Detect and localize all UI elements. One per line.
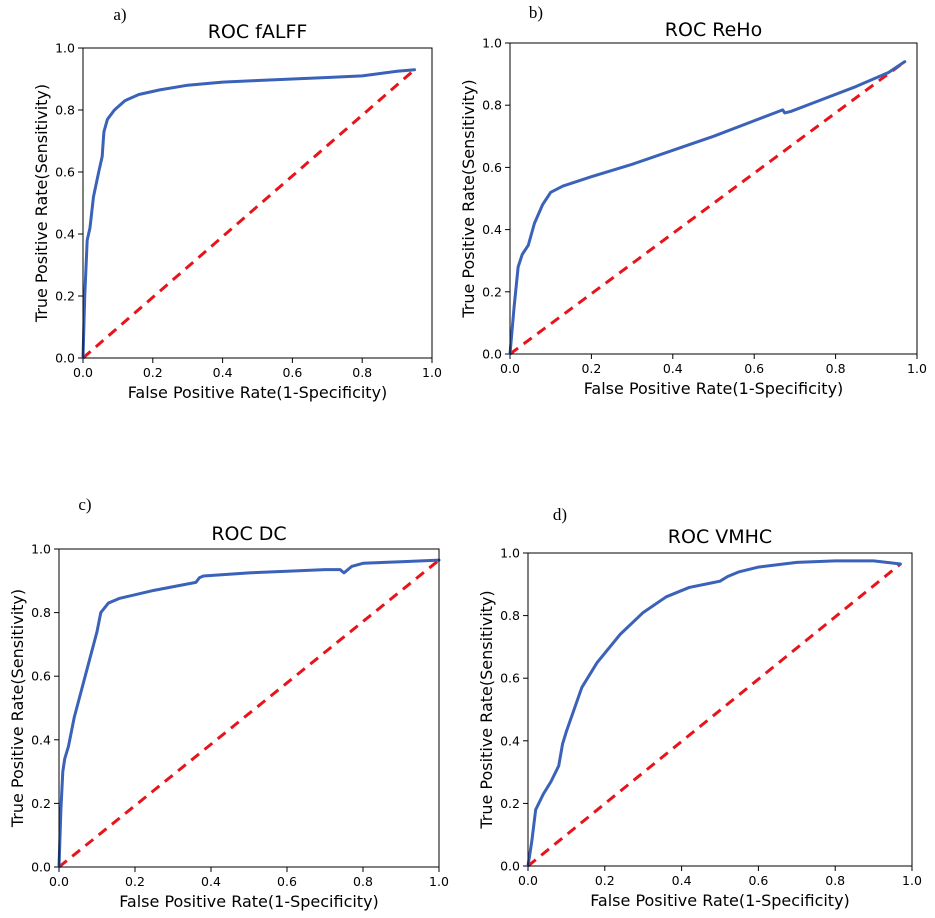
roc-curve-line (81, 68, 417, 360)
y-tick-label: 0.0 (55, 351, 75, 366)
plot-frame (82, 47, 433, 359)
chance-diagonal-line (509, 60, 906, 356)
y-tick-label: 0.4 (31, 732, 51, 747)
x-tick-label: 0.8 (825, 873, 845, 888)
y-axis-label: True Positive Rate(Sensitivity) (459, 79, 478, 318)
roc-curve-line (508, 60, 907, 356)
x-tick-label: 0.8 (353, 874, 373, 889)
x-tick-label: 1.0 (902, 873, 922, 888)
y-tick-label: 0.4 (55, 227, 75, 242)
y-axis-label: True Positive Rate(Sensitivity) (477, 590, 496, 829)
y-tick-label: 0.6 (55, 165, 75, 180)
x-axis-label: False Positive Rate(1-Specificity) (119, 892, 379, 911)
y-axis-label: True Positive Rate(Sensitivity) (8, 589, 27, 828)
x-tick-label: 0.0 (500, 361, 520, 376)
y-tick-label: 0.8 (482, 98, 502, 113)
plot-frame (527, 552, 913, 867)
x-tick-label: 1.0 (907, 361, 927, 376)
panel-label: b) (529, 3, 543, 22)
chart-title: ROC ReHo (665, 19, 762, 41)
chart-panel-3: c) ROC DC 0.0 0.2 0.4 0.6 0.8 1.0 0.0 0.2 0.4 0.6 0.… (8, 495, 449, 911)
roc-curve-line (526, 559, 902, 868)
y-tick-label: 0.2 (31, 796, 51, 811)
x-tick-label: 0.2 (125, 874, 145, 889)
y-tick-label: 1.0 (31, 542, 51, 557)
x-tick-label: 0.4 (672, 873, 692, 888)
plot-frame (509, 42, 918, 355)
chart-panel-4: d) ROC VMHC 0.0 0.2 0.4 0.6 0.8 1.0 0.0 0.2 0.4 0.6… (477, 505, 922, 910)
chance-diagonal-line (58, 558, 440, 869)
y-tick-label: 0.8 (500, 608, 520, 623)
y-tick-label: 0.0 (482, 347, 502, 362)
plot-frame (58, 548, 440, 868)
panel-label: a) (113, 5, 126, 24)
chart-title: ROC fALFF (208, 21, 308, 43)
y-tick-label: 0.2 (482, 284, 502, 299)
x-tick-label: 0.4 (663, 361, 683, 376)
x-tick-label: 0.0 (73, 365, 93, 380)
x-tick-label: 0.8 (352, 365, 372, 380)
x-tick-label: 0.0 (49, 874, 69, 889)
chart-panel-1: a) ROC fALFF 0.0 0.2 0.4 0.6 0.8 1.0 0.0 0.2 0.4 0.… (32, 5, 442, 402)
chart-panel-2: b) ROC ReHo 0.0 0.2 0.4 0.6 0.8 1.0 0.0 0.2 0.4 0.6… (459, 3, 927, 398)
y-tick-label: 1.0 (500, 546, 520, 561)
chance-diagonal-line (527, 562, 902, 868)
y-tick-label: 0.4 (482, 222, 502, 237)
roc-curve-line (57, 558, 441, 869)
x-axis-label: False Positive Rate(1-Specificity) (584, 379, 844, 398)
y-tick-label: 0.2 (500, 796, 520, 811)
x-tick-label: 0.6 (748, 873, 768, 888)
y-tick-label: 0.6 (482, 160, 502, 175)
x-tick-label: 0.6 (277, 874, 297, 889)
x-tick-label: 0.8 (826, 361, 846, 376)
chance-diagonal-line (82, 68, 416, 360)
x-tick-label: 1.0 (429, 874, 449, 889)
y-tick-label: 1.0 (482, 36, 502, 51)
y-tick-label: 0.4 (500, 733, 520, 748)
panel-label: d) (553, 505, 567, 524)
x-tick-label: 0.2 (595, 873, 615, 888)
y-tick-label: 0.2 (55, 289, 75, 304)
x-tick-label: 0.2 (143, 365, 163, 380)
y-tick-label: 0.0 (31, 860, 51, 875)
y-tick-label: 0.6 (31, 669, 51, 684)
x-tick-label: 0.4 (213, 365, 233, 380)
x-tick-label: 0.0 (518, 873, 538, 888)
x-tick-label: 0.6 (282, 365, 302, 380)
y-tick-label: 0.8 (55, 103, 75, 118)
y-tick-label: 0.8 (31, 605, 51, 620)
x-tick-label: 0.2 (581, 361, 601, 376)
chart-title: ROC DC (211, 523, 286, 545)
y-tick-label: 0.0 (500, 859, 520, 874)
y-tick-label: 1.0 (55, 41, 75, 56)
y-tick-label: 0.6 (500, 671, 520, 686)
x-tick-label: 0.4 (201, 874, 221, 889)
x-axis-label: False Positive Rate(1-Specificity) (590, 891, 850, 910)
chart-title: ROC VMHC (668, 526, 772, 548)
y-axis-label: True Positive Rate(Sensitivity) (32, 84, 51, 323)
panel-label: c) (78, 495, 91, 514)
x-tick-label: 1.0 (422, 365, 442, 380)
x-tick-label: 0.6 (744, 361, 764, 376)
x-axis-label: False Positive Rate(1-Specificity) (128, 383, 388, 402)
